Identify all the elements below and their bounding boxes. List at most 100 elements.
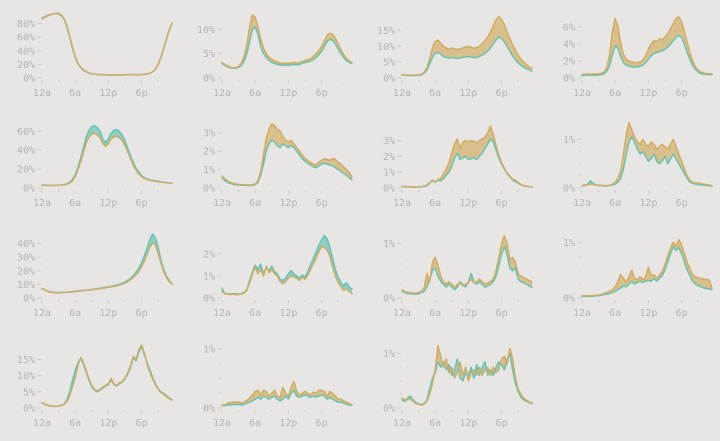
gold-series-line	[41, 12, 173, 76]
area-chart: 0% 1% 12a 6a 12p 6p	[383, 234, 533, 319]
y-tick-label: 80%	[17, 19, 35, 30]
y-tick-label: 5%	[203, 49, 215, 60]
x-tick-label: 12p	[639, 308, 657, 319]
y-tick-label: 0%	[383, 184, 395, 195]
chart-cell: 0% 5% 10% 15% 12a 6a 12p 6p	[360, 0, 540, 110]
chart-cell: 0% 1% 12a 6a 12p 6p	[360, 220, 540, 330]
y-tick-label: 0%	[23, 404, 35, 415]
gold-series-line	[581, 121, 713, 187]
y-tick-label: 10%	[377, 42, 395, 53]
x-tick-label: 6p	[136, 88, 148, 99]
x-tick-label: 6a	[429, 308, 441, 319]
teal-series-line	[581, 136, 713, 187]
y-tick-label: 0%	[203, 294, 215, 305]
y-tick-label: 40%	[17, 46, 35, 57]
area-chart: 0% 1% 12a 6a 12p 6p	[563, 238, 713, 319]
x-tick-label: 6a	[69, 88, 81, 99]
x-tick-label: 6a	[69, 418, 81, 429]
x-tick-label: 12a	[213, 88, 231, 99]
y-tick-label: 3%	[203, 128, 215, 139]
empty-cell	[540, 330, 720, 440]
teal-series-line	[41, 124, 173, 187]
area-chart: 0% 20% 40% 60% 80% 12a 6a 12p 6p	[17, 12, 173, 99]
x-tick-label: 12a	[33, 88, 51, 99]
y-tick-label: 40%	[17, 146, 35, 157]
teal-series-line	[221, 389, 353, 407]
x-tick-label: 6p	[316, 308, 328, 319]
x-tick-label: 6p	[316, 418, 328, 429]
x-tick-label: 12a	[573, 308, 591, 319]
y-tick-label: 2%	[563, 57, 575, 68]
x-tick-label: 12p	[99, 198, 117, 209]
y-tick-label: 30%	[17, 253, 35, 264]
y-tick-label: 3%	[383, 136, 395, 147]
x-tick-label: 12p	[639, 198, 657, 209]
area-chart: 0% 2% 4% 6% 12a 6a 12p 6p	[563, 16, 713, 99]
gold-series-line	[401, 125, 533, 188]
x-tick-label: 6a	[249, 198, 261, 209]
x-tick-label: 6a	[69, 198, 81, 209]
y-tick-label: 20%	[17, 266, 35, 277]
y-tick-label: 20%	[17, 60, 35, 71]
y-tick-label: 0%	[383, 404, 395, 415]
area-chart: 0% 1% 12a 6a 12p 6p	[203, 344, 353, 429]
y-tick-label: 1%	[563, 135, 575, 146]
y-tick-label: 0%	[203, 184, 215, 195]
chart-cell: 0% 10% 20% 30% 40% 12a 6a 12p 6p	[0, 220, 180, 330]
x-tick-label: 12p	[99, 418, 117, 429]
x-tick-label: 6a	[249, 88, 261, 99]
x-tick-label: 12p	[99, 308, 117, 319]
x-tick-label: 6p	[316, 88, 328, 99]
x-tick-label: 12a	[213, 308, 231, 319]
y-tick-label: 60%	[17, 127, 35, 138]
x-tick-label: 12a	[393, 418, 411, 429]
y-tick-label: 5%	[23, 387, 35, 398]
y-tick-label: 6%	[563, 23, 575, 34]
y-tick-label: 0%	[383, 74, 395, 85]
y-tick-label: 5%	[383, 58, 395, 69]
x-tick-label: 12a	[393, 308, 411, 319]
chart-cell: 0% 1% 12a 6a 12p 6p	[180, 330, 360, 440]
x-tick-label: 12p	[99, 88, 117, 99]
area-chart: 0% 1% 2% 3% 12a 6a 12p 6p	[383, 125, 533, 209]
x-tick-label: 6a	[429, 198, 441, 209]
area-chart: 0% 1% 2% 3% 12a 6a 12p 6p	[203, 122, 353, 209]
gold-series-line	[41, 242, 173, 294]
area-chart: 0% 10% 20% 30% 40% 12a 6a 12p 6p	[17, 233, 173, 319]
chart-cell: 0% 20% 40% 60% 80% 12a 6a 12p 6p	[0, 0, 180, 110]
gold-series-line	[41, 132, 173, 187]
x-tick-label: 6a	[69, 308, 81, 319]
x-tick-label: 12a	[33, 198, 51, 209]
area-chart: 0% 1% 12a 6a 12p 6p	[383, 344, 533, 429]
x-tick-label: 12p	[459, 308, 477, 319]
x-tick-label: 6p	[316, 198, 328, 209]
x-tick-label: 6p	[136, 308, 148, 319]
y-tick-label: 4%	[563, 40, 575, 51]
gold-series-line	[581, 238, 713, 297]
y-tick-label: 2%	[203, 147, 215, 158]
y-tick-label: 0%	[383, 294, 395, 305]
x-tick-label: 6a	[609, 88, 621, 99]
y-tick-label: 15%	[377, 26, 395, 37]
x-tick-label: 12a	[573, 88, 591, 99]
chart-cell: 0% 1% 12a 6a 12p 6p	[540, 110, 720, 220]
chart-cell: 0% 20% 40% 60% 12a 6a 12p 6p	[0, 110, 180, 220]
y-tick-label: 0%	[23, 184, 35, 195]
x-tick-label: 12p	[279, 198, 297, 209]
y-tick-label: 10%	[17, 280, 35, 291]
y-tick-label: 0%	[563, 184, 575, 195]
gold-series-line	[401, 344, 533, 407]
y-tick-label: 20%	[17, 165, 35, 176]
area-chart: 0% 20% 40% 60% 12a 6a 12p 6p	[17, 124, 173, 209]
x-tick-label: 6p	[676, 88, 688, 99]
teal-series-line	[401, 245, 533, 295]
x-tick-label: 6a	[249, 308, 261, 319]
y-tick-label: 0%	[23, 74, 35, 85]
x-tick-label: 12a	[213, 418, 231, 429]
gold-series-line	[221, 122, 353, 186]
teal-series-line	[41, 12, 173, 76]
chart-cell: 0% 1% 2% 3% 12a 6a 12p 6p	[180, 110, 360, 220]
gold-series-line	[581, 16, 713, 76]
y-tick-label: 60%	[17, 33, 35, 44]
